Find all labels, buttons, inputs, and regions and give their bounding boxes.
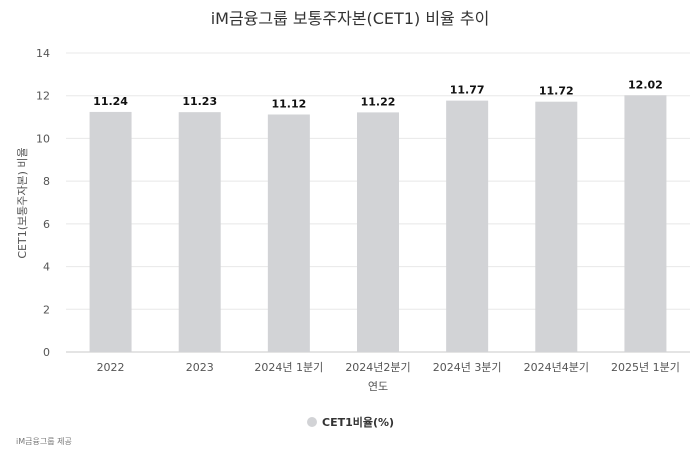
bar[interactable] [624,95,667,352]
x-axis-label: 연도 [368,380,388,393]
data-label: 11.22 [361,95,396,108]
data-label: 11.23 [182,95,217,108]
bar[interactable] [267,114,310,352]
legend-marker [307,417,317,427]
source-credit: iM금융그룹 제공 [16,437,72,446]
legend-label: CET1비율(%) [322,415,394,429]
y-tick-label: 2 [43,303,50,316]
data-label: 12.02 [628,78,663,91]
chart-title: iM금융그룹 보통주자본(CET1) 비율 추이 [211,9,490,28]
y-tick-label: 0 [43,346,50,359]
data-labels: 11.24 11.23 11.12 11.22 11.77 11.72 12.02 [93,78,663,110]
data-label: 11.72 [539,85,574,98]
bar[interactable] [89,111,132,353]
bars [89,95,667,353]
y-tick-label: 6 [43,218,50,231]
bar[interactable] [535,101,578,353]
bar[interactable] [178,112,221,352]
data-label: 11.12 [271,98,306,111]
bar[interactable] [446,100,489,352]
x-axis-ticks: 2022 2023 2024년 1분기 2024년2분기 2024년 3분기 2024년4… [97,361,680,374]
y-tick-label: 10 [36,132,50,145]
x-tick-label: 2023 [186,361,214,374]
y-axis-label: CET1(보통주자본) 비율 [16,147,29,258]
y-tick-label: 12 [36,90,50,103]
y-tick-label: 14 [36,47,50,60]
x-tick-label: 2024년 3분기 [433,361,502,374]
data-label: 11.77 [450,84,485,97]
y-tick-label: 8 [43,175,50,188]
y-axis-ticks: 0 2 4 6 8 10 12 14 [36,47,50,359]
bar[interactable] [357,112,399,352]
x-tick-label: 2025년 1분기 [611,361,680,374]
x-tick-label: 2024년4분기 [524,361,589,374]
x-tick-label: 2024년2분기 [345,361,410,374]
legend[interactable]: CET1비율(%) [307,415,394,429]
x-tick-label: 2022 [97,361,125,374]
y-tick-label: 4 [43,261,50,274]
x-tick-label: 2024년 1분기 [254,361,323,374]
data-label: 11.24 [93,95,128,108]
